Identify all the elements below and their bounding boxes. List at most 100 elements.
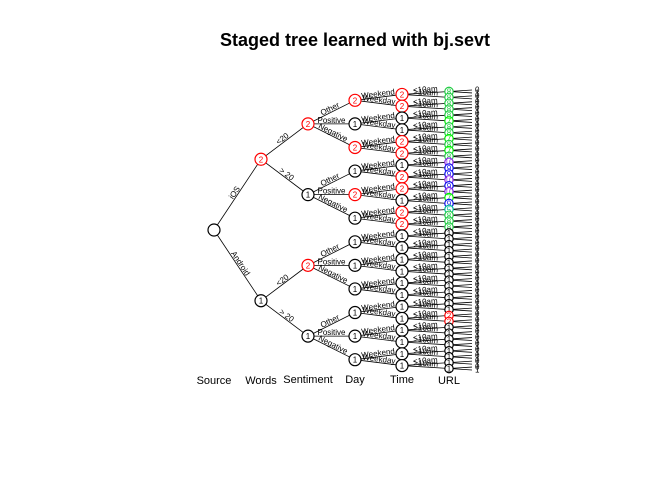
leaf-label: 0 xyxy=(475,345,480,354)
edge-label: Weekday xyxy=(362,258,396,271)
tree-edge xyxy=(354,335,403,343)
leaf-label: 1 xyxy=(475,360,480,369)
edge-label: Weekday xyxy=(362,211,396,224)
stage-label: 2 xyxy=(400,149,405,158)
tree-edge xyxy=(401,329,450,334)
tree-edge xyxy=(401,197,450,201)
edge-label: iOS xyxy=(227,185,242,201)
edge-label: >10am xyxy=(413,335,439,346)
edge-label: >10am xyxy=(413,299,439,310)
stage-label: 1 xyxy=(400,267,405,276)
tree-edge xyxy=(307,265,356,290)
edge-label: <10am xyxy=(413,261,439,272)
edge-label: Weekend xyxy=(361,276,396,289)
stage-label: 1 xyxy=(447,247,452,256)
stage-label: 1 xyxy=(353,238,358,247)
leaf-label: 1 xyxy=(475,206,480,215)
leaf-label: 0 xyxy=(475,239,480,248)
stage-node-day xyxy=(348,235,362,249)
tree-edge xyxy=(213,159,262,231)
leaf-label: 1 xyxy=(475,142,480,151)
stage-node-day xyxy=(348,329,362,343)
leaf-label: 0 xyxy=(475,256,480,265)
stage-label: 1 xyxy=(353,167,358,176)
stage-label: 1 xyxy=(400,326,405,335)
leaf-label: 1 xyxy=(475,324,480,333)
variable-label-words: Words xyxy=(245,375,277,387)
tree-edge xyxy=(401,211,450,216)
edge-label: Weekday xyxy=(362,353,396,366)
leaf-label: 1 xyxy=(475,130,480,139)
tree-edge xyxy=(401,341,450,346)
leaf-label: 0 xyxy=(475,109,480,118)
stage-label: 1 xyxy=(400,338,405,347)
stage-label: 9 xyxy=(447,170,452,179)
tree-edge xyxy=(401,138,450,142)
tree-edge xyxy=(401,291,450,296)
tree-edge xyxy=(401,188,450,193)
edge-label: > 20 xyxy=(278,166,296,183)
leaf-label: 0 xyxy=(475,91,480,100)
edge-label: <10am xyxy=(413,320,439,331)
leaf-label: 1 xyxy=(475,177,480,186)
stage-label: 10 xyxy=(445,158,454,167)
edge-label: <10am xyxy=(413,178,439,189)
tree-edge xyxy=(260,123,309,160)
stage-label: 1 xyxy=(400,244,405,253)
stage-label: 1 xyxy=(259,297,264,306)
edge-label: >10am xyxy=(413,323,439,334)
leaf-label: 0 xyxy=(475,245,480,254)
edge-label: Weekend xyxy=(361,182,396,195)
variable-label-time: Time xyxy=(390,374,414,386)
tree-edge xyxy=(401,362,450,366)
edge-label: <10am xyxy=(413,355,439,366)
edge-label: <10am xyxy=(413,344,439,355)
edge-label: Weekday xyxy=(362,117,396,130)
leaf-label: 1 xyxy=(475,106,480,115)
stage-label: 1 xyxy=(447,347,452,356)
edge-label: <20 xyxy=(274,131,291,147)
tree-edge xyxy=(401,303,450,308)
leaf-label: 1 xyxy=(475,348,480,357)
edge-label: Positive xyxy=(317,328,346,337)
stage-label: 10 xyxy=(445,176,454,185)
tree-edge xyxy=(401,279,450,284)
stage-node-day xyxy=(348,164,362,178)
stage-label: 1 xyxy=(400,161,405,170)
stage-node-sentiment xyxy=(301,258,315,272)
edge-label: Positive xyxy=(317,187,346,196)
tree-edge xyxy=(354,241,403,249)
edge-label: >10am xyxy=(413,123,439,134)
edge-label: <10am xyxy=(413,249,439,260)
stage-label: 1 xyxy=(400,279,405,288)
stage-label: 2 xyxy=(400,138,405,147)
stage-label: 9 xyxy=(447,199,452,208)
tree-edge xyxy=(260,265,309,302)
leaf-label: 1 xyxy=(475,230,480,239)
edge-label: >10am xyxy=(413,205,439,216)
stage-label: 10 xyxy=(445,188,454,197)
variable-label-url: URL xyxy=(438,375,460,387)
edge-label: >10am xyxy=(413,134,439,145)
leaf-label: 0 xyxy=(475,227,480,236)
tree-edge xyxy=(401,152,450,157)
stage-label: 2 xyxy=(306,120,311,129)
tree-edge xyxy=(401,129,450,134)
stage-label: 1 xyxy=(306,191,311,200)
edge-label: >10am xyxy=(413,99,439,110)
leaf-label: 1 xyxy=(475,118,480,127)
leaf-label: 1 xyxy=(475,312,480,321)
tree-edge xyxy=(401,164,450,169)
edge-label: <10am xyxy=(413,332,439,343)
leaf-label: 1 xyxy=(475,295,480,304)
leaf-label: 1 xyxy=(475,318,480,327)
edge-label: >10am xyxy=(413,347,439,358)
tree-edge xyxy=(307,335,356,361)
leaf-label: 0 xyxy=(475,292,480,301)
tree-edge xyxy=(401,91,450,95)
stage-label: 1 xyxy=(400,362,405,371)
tree-edge xyxy=(401,94,450,98)
leaf-label: 1 xyxy=(475,277,480,286)
tree-edge xyxy=(401,282,450,287)
tree-edge xyxy=(401,126,450,131)
